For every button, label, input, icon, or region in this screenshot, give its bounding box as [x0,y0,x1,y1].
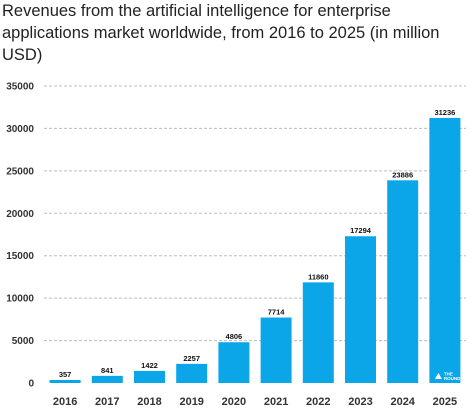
bar [134,370,165,383]
y-tick-label: 5000 [12,336,35,347]
y-tick-label: 30000 [6,124,34,135]
triangle-logo-icon [434,373,442,379]
y-axis: 0 5000 10000 15000 20000 25000 30000 35000 [6,82,34,390]
watermark-text: THE [444,372,453,377]
y-tick-label: 0 [28,379,34,390]
x-tick-label: 2018 [137,396,161,408]
bars [49,117,461,383]
y-tick-label: 20000 [6,209,34,220]
x-tick-label: 2017 [95,396,119,408]
x-axis: 2016 2017 2018 2019 2020 2021 2022 2023 2024 2025 [53,396,457,408]
data-label: 2257 [183,354,200,363]
data-label: 11860 [308,272,328,281]
x-tick-label: 2020 [222,396,246,408]
x-tick-label: 2021 [264,396,288,408]
x-tick-label: 2025 [433,396,457,408]
y-tick-label: 35000 [6,82,34,93]
bar [387,180,419,383]
bar [429,117,461,383]
x-tick-label: 2016 [53,396,77,408]
chart-title: Revenues from the artificial intelligenc… [2,2,440,64]
data-label: 841 [101,366,114,375]
y-tick-label: 10000 [6,294,34,305]
bar [260,317,292,383]
bar [49,379,81,383]
y-tick-label: 25000 [6,166,34,177]
bar [218,342,250,383]
watermark-text: ROUND [444,376,461,381]
data-label: 7714 [268,308,286,317]
bar [91,375,123,383]
x-tick-label: 2019 [179,396,203,408]
data-labels: 357 841 1422 2257 4806 7714 11860 17294 23886 312… [59,108,455,379]
data-label: 17294 [350,226,372,235]
data-label: 4806 [226,332,243,341]
bar [176,363,208,383]
x-tick-label: 2023 [348,396,372,408]
x-tick-label: 2024 [390,396,415,408]
x-tick-label: 2022 [306,396,330,408]
bar [345,236,376,383]
data-label: 23886 [392,170,413,179]
y-tick-label: 15000 [6,251,34,262]
bar [302,282,334,383]
data-label: 1422 [141,361,158,370]
data-label: 31236 [434,108,455,117]
data-label: 357 [59,370,72,379]
